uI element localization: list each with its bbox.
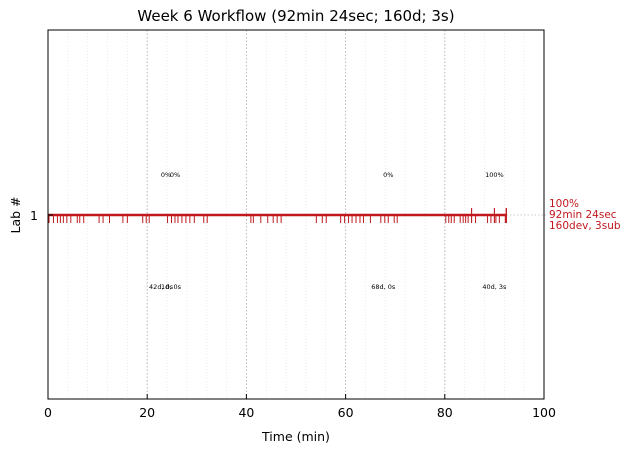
y-tick-label: 1 — [30, 208, 38, 223]
segment-count-label: 40d, 3s — [482, 283, 507, 291]
x-tick-label: 100 — [532, 405, 556, 420]
segment-percent-label: 0% — [161, 171, 171, 179]
x-tick-label: 20 — [139, 405, 155, 420]
segment-percent-label: 0% — [170, 171, 180, 179]
lane-1 — [48, 208, 546, 223]
x-tick-label: 60 — [338, 405, 354, 420]
x-axis-label: Time (min) — [261, 429, 330, 444]
x-tick-label: 0 — [44, 405, 52, 420]
x-axis-ticks: 0 20 40 60 80 100 — [44, 394, 556, 420]
segment-count-label: 68d, 0s — [371, 283, 396, 291]
x-tick-label: 40 — [238, 405, 254, 420]
lane-summary-counts: 160dev, 3sub — [549, 220, 621, 232]
lane-summary: 100% 92min 24sec 160dev, 3sub — [549, 198, 621, 232]
lane-summary-percent: 100% — [549, 198, 579, 210]
lane-summary-duration: 92min 24sec — [549, 209, 617, 221]
y-axis-label: Lab # — [8, 196, 23, 233]
segment-count-label: 1d, 0s — [161, 283, 182, 291]
chart-title: Week 6 Workflow (92min 24sec; 160d; 3s) — [137, 7, 454, 25]
segment-percent-label: 100% — [485, 171, 504, 179]
x-tick-label: 80 — [437, 405, 453, 420]
y-axis-ticks: 1 — [30, 208, 53, 223]
segment-percent-label: 0% — [383, 171, 393, 179]
segment-count-label: 42d, 0s — [149, 283, 174, 291]
